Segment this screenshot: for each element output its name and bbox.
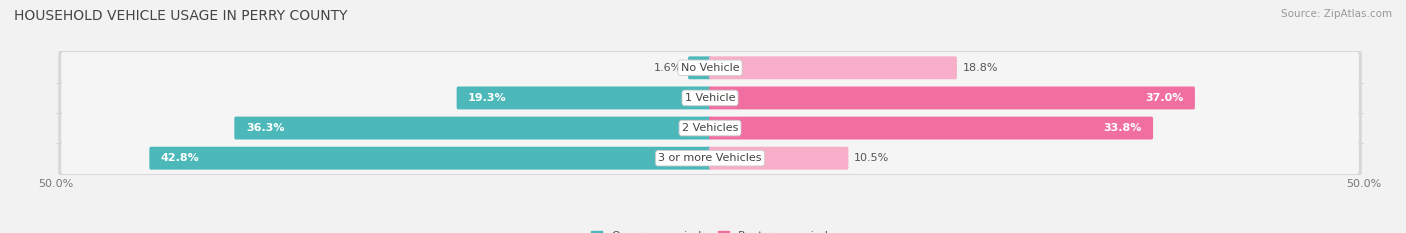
Text: 33.8%: 33.8% <box>1104 123 1142 133</box>
Text: 36.3%: 36.3% <box>246 123 284 133</box>
Text: 42.8%: 42.8% <box>160 153 200 163</box>
FancyBboxPatch shape <box>62 52 1358 84</box>
FancyBboxPatch shape <box>62 142 1358 174</box>
FancyBboxPatch shape <box>58 141 1362 175</box>
Text: No Vehicle: No Vehicle <box>681 63 740 73</box>
Text: 19.3%: 19.3% <box>468 93 506 103</box>
Text: Source: ZipAtlas.com: Source: ZipAtlas.com <box>1281 9 1392 19</box>
FancyBboxPatch shape <box>62 82 1358 114</box>
FancyBboxPatch shape <box>149 147 711 170</box>
FancyBboxPatch shape <box>709 117 1153 140</box>
Text: 18.8%: 18.8% <box>962 63 998 73</box>
Text: 1 Vehicle: 1 Vehicle <box>685 93 735 103</box>
Text: HOUSEHOLD VEHICLE USAGE IN PERRY COUNTY: HOUSEHOLD VEHICLE USAGE IN PERRY COUNTY <box>14 9 347 23</box>
Text: 2 Vehicles: 2 Vehicles <box>682 123 738 133</box>
FancyBboxPatch shape <box>235 117 711 140</box>
FancyBboxPatch shape <box>709 147 848 170</box>
Text: 3 or more Vehicles: 3 or more Vehicles <box>658 153 762 163</box>
FancyBboxPatch shape <box>62 112 1358 144</box>
FancyBboxPatch shape <box>58 81 1362 115</box>
Text: 10.5%: 10.5% <box>853 153 889 163</box>
FancyBboxPatch shape <box>688 56 711 79</box>
FancyBboxPatch shape <box>58 51 1362 85</box>
FancyBboxPatch shape <box>58 111 1362 145</box>
FancyBboxPatch shape <box>457 86 711 109</box>
Text: 37.0%: 37.0% <box>1144 93 1184 103</box>
Legend: Owner-occupied, Renter-occupied: Owner-occupied, Renter-occupied <box>586 227 834 233</box>
FancyBboxPatch shape <box>709 56 957 79</box>
Text: 1.6%: 1.6% <box>654 63 682 73</box>
FancyBboxPatch shape <box>709 86 1195 109</box>
